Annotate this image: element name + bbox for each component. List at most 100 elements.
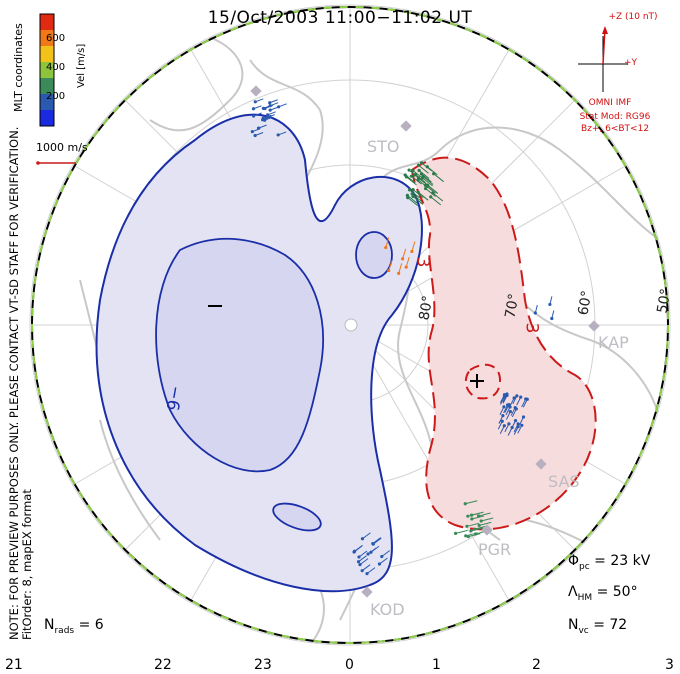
velocity-vector <box>407 194 418 204</box>
velocity-vector <box>388 260 393 271</box>
velocity-vector <box>370 545 380 553</box>
velocity-vectors <box>250 98 555 576</box>
velocity-vector-origin <box>533 311 537 315</box>
velocity-vector-origin <box>464 534 468 538</box>
velocity-vector-origin <box>377 562 382 566</box>
velocity-vector-origin <box>408 188 412 192</box>
velocity-vector <box>418 170 430 179</box>
velocity-vector <box>427 184 438 194</box>
mlt-tick: 21 <box>5 657 23 673</box>
scale-vector-icon <box>36 161 76 165</box>
velocity-vector-origin <box>550 316 554 321</box>
velocity-vector <box>358 555 367 563</box>
pole-marker <box>344 318 358 332</box>
velocity-vector <box>362 532 371 540</box>
velocity-vector-origin <box>352 550 356 554</box>
velocity-vector-origin <box>420 161 424 165</box>
lambda-symbol: Λ <box>568 584 578 600</box>
velocity-vector-origin <box>411 194 415 199</box>
colorbar-swatch <box>40 94 54 110</box>
velocity-vector-origin <box>469 529 473 533</box>
lambda-sub: HM <box>577 592 593 603</box>
stat-model: Stat Mod: RG96 <box>579 112 651 122</box>
velocity-vector <box>379 557 388 565</box>
velocity-vector-origin <box>411 168 415 173</box>
station-label: KOD <box>370 600 405 619</box>
velocity-vector-origin <box>502 405 506 409</box>
velocity-vector <box>418 164 429 174</box>
colorbar-frame <box>39 13 55 127</box>
velocity-vector <box>425 188 436 197</box>
station-label: SAS <box>548 472 580 491</box>
nrads-symbol: N <box>44 617 55 633</box>
velocity-vector-origin <box>261 106 265 110</box>
velocity-vector-origin <box>250 130 254 134</box>
velocity-vector-origin <box>472 527 477 531</box>
velocity-vector <box>366 567 376 575</box>
velocity-vector <box>385 237 390 248</box>
velocity-vector-origin <box>521 415 526 419</box>
coordinate-label: MLT coordinates <box>12 23 25 112</box>
velocity-vector <box>381 550 391 557</box>
velocity-vector-origin <box>413 173 417 177</box>
velocity-vector-origin <box>454 531 458 535</box>
velocity-vector-origin <box>420 176 425 180</box>
velocity-vector-origin <box>403 173 407 177</box>
velocity-vector-origin <box>508 405 512 409</box>
velocity-vector <box>466 522 480 527</box>
velocity-vector <box>358 550 368 558</box>
velocity-vector <box>359 558 369 566</box>
velocity-vector-origin <box>502 424 506 428</box>
velocity-vector <box>404 174 416 184</box>
velocity-vector-origin <box>519 395 523 399</box>
velocity-vector-origin <box>266 113 270 117</box>
velocity-vector-origin <box>411 187 415 192</box>
page-title: 15/Oct/2003 11:00−11:02 UT <box>207 8 473 28</box>
velocity-vector-origin <box>256 126 261 130</box>
velocity-vector-origin <box>365 572 369 576</box>
imf-condition: Bz+, 6<BT<12 <box>580 124 650 134</box>
velocity-vector <box>414 174 426 184</box>
velocity-vector-origin <box>512 396 516 400</box>
station-label: KAP <box>598 333 629 352</box>
station-label: STO <box>367 137 400 156</box>
radar-count: Nrads = 6 <box>44 617 104 636</box>
velocity-vector-origin <box>505 403 510 407</box>
velocity-vector <box>412 196 424 205</box>
colorbar-swatch <box>40 30 54 46</box>
imf-z-label: +Z (10 nT) <box>608 12 658 22</box>
velocity-vector-origin <box>387 268 391 273</box>
velocity-vector <box>409 189 420 199</box>
positive-cell-fill <box>410 156 597 531</box>
velocity-vector-origin <box>520 423 524 427</box>
velocity-vector-origin <box>366 552 370 556</box>
positive-cell-inner <box>464 363 502 400</box>
velocity-vector-origin <box>463 502 467 506</box>
velocity-vector-origin <box>470 517 474 521</box>
velocity-vector-origin <box>477 523 481 528</box>
mlt-tick: 3 <box>665 657 674 673</box>
velocity-vector-origin <box>401 257 405 261</box>
colorbar-swatch <box>40 78 54 94</box>
velocity-vector <box>398 263 403 274</box>
velocity-vector-origin <box>360 537 365 541</box>
velocity-vector-origin <box>276 133 280 137</box>
velocity-vector <box>421 162 432 172</box>
cross-polar-potential: Φpc = 23 kV <box>568 553 650 572</box>
velocity-vector-origin <box>268 101 272 105</box>
velocity-vector-origin <box>251 107 256 111</box>
phi-symbol: Φ <box>568 553 580 569</box>
colorbar-tick: 400 <box>46 62 66 73</box>
plus-marker-icon <box>470 374 484 388</box>
velocity-vector <box>455 529 468 534</box>
velocity-vector-origin <box>268 108 272 112</box>
velocity-vector-origin <box>369 550 373 554</box>
velocity-vector <box>422 177 433 187</box>
velocity-vector <box>468 533 481 538</box>
velocity-vector <box>361 564 371 572</box>
phi-sub: pc <box>579 561 590 572</box>
velocity-vector <box>426 166 438 176</box>
velocity-vector-origin <box>513 418 518 423</box>
velocity-vector-origin <box>253 133 257 138</box>
nvc-value: = 72 <box>593 617 628 633</box>
